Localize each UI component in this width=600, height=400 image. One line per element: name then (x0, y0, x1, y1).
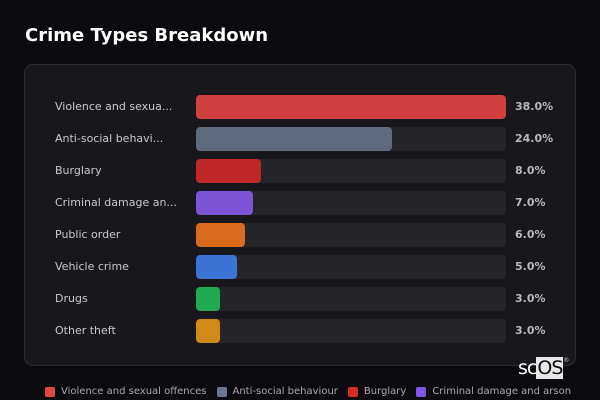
watermark-os: OS (536, 357, 563, 379)
bar-row: Criminal damage an... 7.0% (25, 191, 575, 215)
bar-fill[interactable] (196, 255, 237, 279)
bar-label: Public order (55, 228, 121, 241)
bar-track (196, 223, 506, 247)
bar-row: Drugs 3.0% (25, 287, 575, 311)
bar-fill[interactable] (196, 319, 221, 343)
bar-value: 38.0% (515, 100, 554, 113)
legend-swatch-icon (416, 386, 427, 397)
bar-track (196, 287, 506, 311)
bar-row: Other theft 3.0% (25, 319, 575, 343)
legend-item[interactable]: Criminal damage and arson (416, 386, 571, 397)
bar-label: Vehicle crime (55, 260, 129, 273)
bar-fill[interactable] (196, 287, 221, 311)
bar-track (196, 159, 506, 183)
bar-label: Drugs (55, 292, 88, 305)
legend-item[interactable]: Anti-social behaviour (216, 386, 338, 397)
bar-label: Violence and sexua... (55, 100, 173, 113)
bar-fill[interactable] (196, 223, 245, 247)
legend-label: Violence and sexual offences (61, 386, 207, 397)
registered-icon: ® (563, 357, 569, 364)
watermark-logo: scOS® (518, 357, 569, 379)
legend-item[interactable]: Violence and sexual offences (45, 386, 207, 397)
bar-track (196, 255, 506, 279)
bar-label: Anti-social behavi... (55, 132, 164, 145)
legend-label: Burglary (363, 386, 407, 397)
bar-value: 7.0% (515, 196, 546, 209)
bar-label: Other theft (55, 324, 116, 337)
bar-value: 8.0% (515, 164, 546, 177)
chart-legend: Violence and sexual offences Anti-social … (45, 386, 581, 397)
legend-swatch-icon (216, 386, 227, 397)
bar-fill[interactable] (196, 127, 392, 151)
bar-row: Anti-social behavi... 24.0% (25, 127, 575, 151)
bar-value: 5.0% (515, 260, 546, 273)
legend-swatch-icon (347, 386, 358, 397)
watermark-sc: sc (518, 357, 537, 379)
bar-row: Burglary 8.0% (25, 159, 575, 183)
bar-track (196, 191, 506, 215)
bar-value: 3.0% (515, 292, 546, 305)
bar-row: Vehicle crime 5.0% (25, 255, 575, 279)
bar-label: Burglary (55, 164, 102, 177)
bar-track (196, 95, 506, 119)
legend-item[interactable]: Burglary (347, 386, 407, 397)
bar-fill[interactable] (196, 191, 254, 215)
legend-label: Criminal damage and arson (432, 386, 572, 397)
chart-title: Crime Types Breakdown (25, 25, 269, 46)
bar-fill[interactable] (196, 159, 262, 183)
legend-swatch-icon (45, 386, 55, 397)
chart-card: Violence and sexua... 38.0% Anti-social be… (24, 64, 576, 366)
bar-fill[interactable] (196, 95, 506, 119)
bar-row: Public order 6.0% (25, 223, 575, 247)
bar-value: 3.0% (515, 324, 546, 337)
legend-label: Anti-social behaviour (232, 386, 338, 397)
bar-value: 24.0% (515, 132, 554, 145)
bar-label: Criminal damage an... (55, 196, 177, 209)
bar-row: Violence and sexua... 38.0% (25, 95, 575, 119)
bar-track (196, 127, 506, 151)
bar-track (196, 319, 506, 343)
bar-value: 6.0% (515, 228, 546, 241)
